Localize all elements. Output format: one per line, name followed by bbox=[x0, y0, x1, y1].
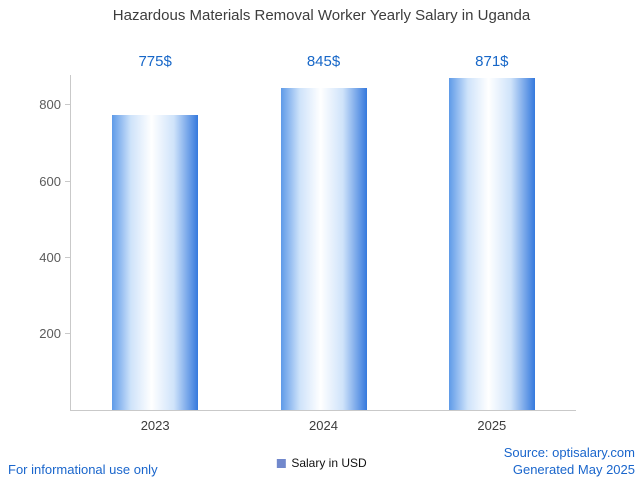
generated-date: Generated May 2025 bbox=[512, 462, 635, 478]
chart-title: Hazardous Materials Removal Worker Yearl… bbox=[112, 7, 531, 24]
y-axis-tick-mark: 800 bbox=[39, 97, 71, 112]
y-axis-tick-label: 600 bbox=[39, 173, 61, 189]
legend-label: Salary in USD bbox=[291, 456, 367, 470]
x-axis-label-2023: 2023 bbox=[140, 418, 170, 433]
y-axis-tick-label: 800 bbox=[39, 97, 61, 113]
legend: Salary in USD bbox=[276, 456, 367, 470]
bar-2024 bbox=[280, 88, 367, 410]
bar-slot-2023: 775$ 2023 bbox=[112, 53, 199, 433]
bar-value-label-2023: 775$ bbox=[138, 53, 172, 70]
bar-slot-2024: 845$ 2024 bbox=[280, 53, 367, 433]
source-link[interactable]: Source: optisalary.com bbox=[503, 445, 635, 461]
bar-2023 bbox=[112, 114, 199, 410]
y-axis-tick-mark: 200 bbox=[39, 326, 71, 341]
y-axis-tick-mark: 600 bbox=[39, 174, 71, 189]
bar-slot-2025: 871$ 2025 bbox=[448, 53, 535, 433]
y-axis-tick-mark: 400 bbox=[39, 250, 71, 265]
bar-value-label-2025: 871$ bbox=[475, 53, 509, 70]
bar-value-label-2024: 845$ bbox=[306, 53, 341, 70]
x-axis-label-2024: 2024 bbox=[309, 418, 338, 433]
footer-attribution: Source: optisalary.com Generated May 202… bbox=[504, 445, 635, 479]
x-axis-label-2025: 2025 bbox=[477, 418, 507, 433]
plot-area: 200 400 600 800 775$ 2023 845$ 2024 871$ 2025 bbox=[39, 53, 576, 433]
y-axis-tick-label: 200 bbox=[39, 325, 61, 341]
y-axis-tick-label: 400 bbox=[39, 249, 61, 265]
disclaimer-text: For informational use only bbox=[8, 462, 158, 477]
bar-2025 bbox=[448, 78, 535, 410]
legend-marker-icon bbox=[276, 458, 286, 468]
